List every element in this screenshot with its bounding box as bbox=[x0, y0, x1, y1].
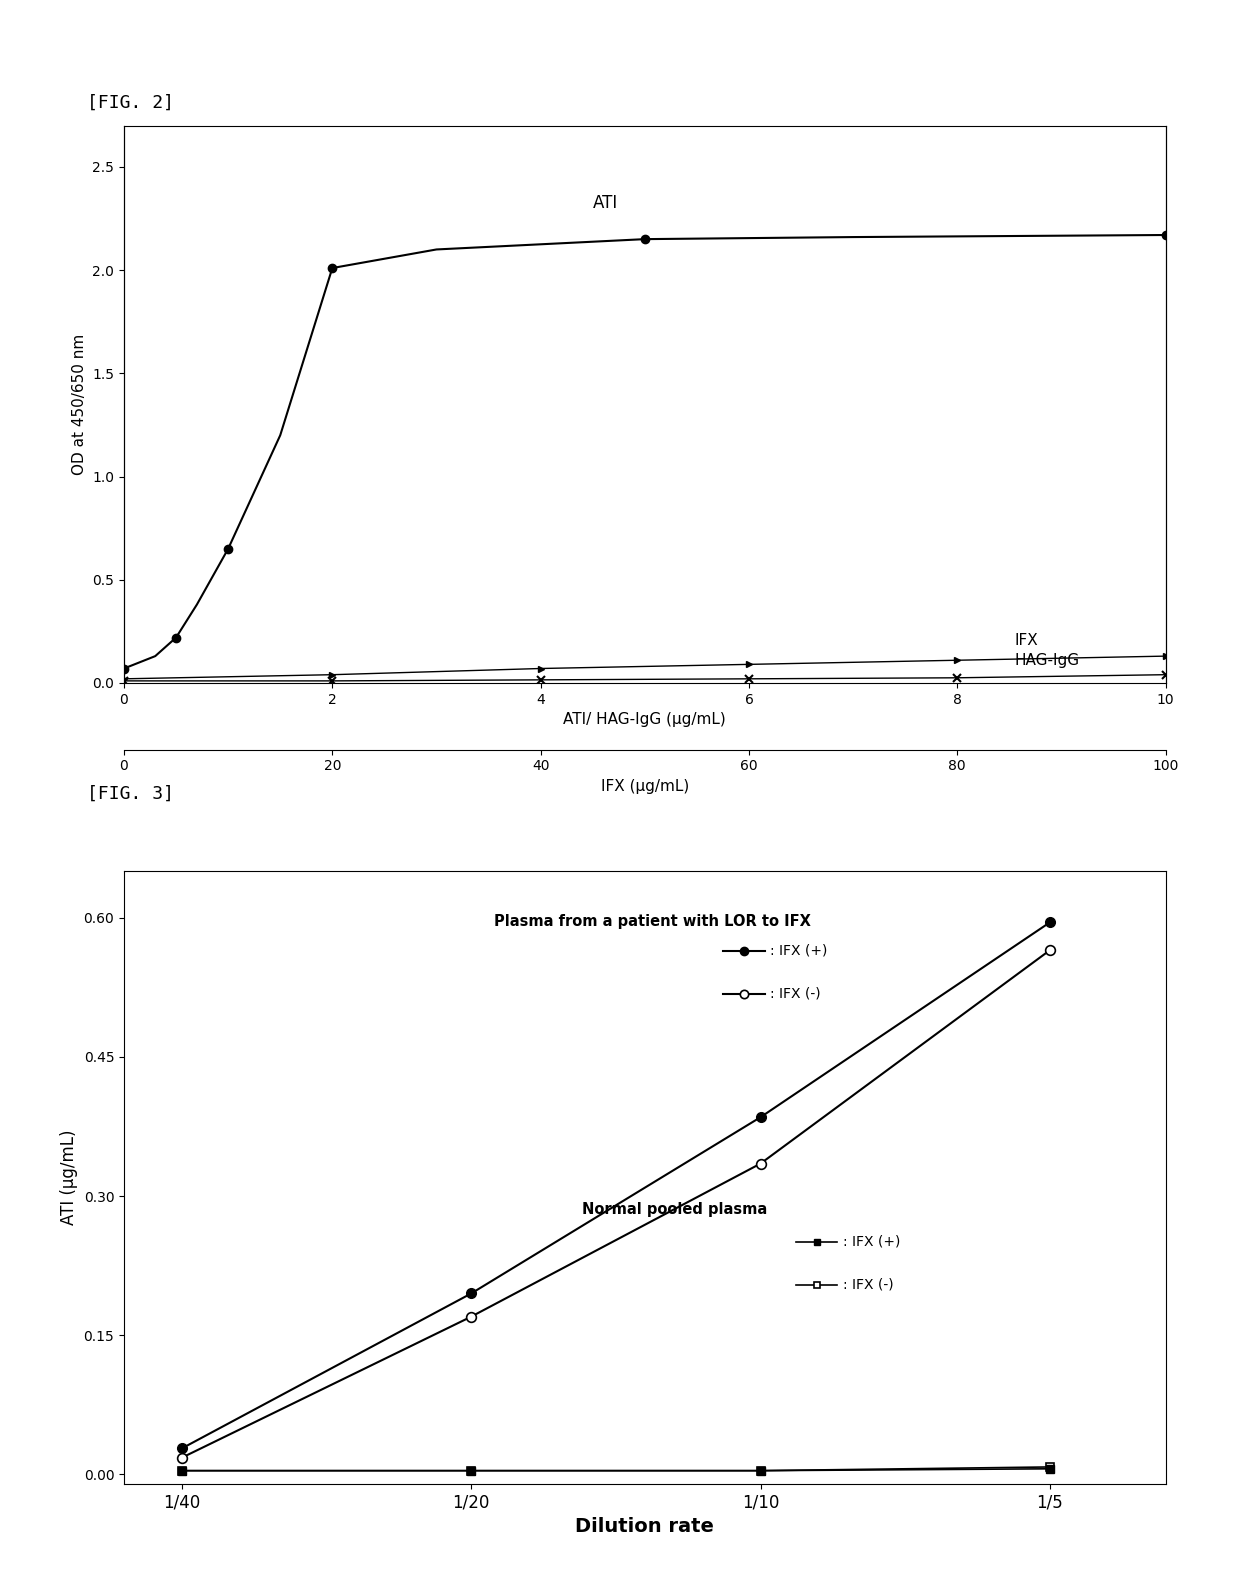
Text: Normal pooled plasma: Normal pooled plasma bbox=[583, 1203, 768, 1217]
X-axis label: IFX (μg/mL): IFX (μg/mL) bbox=[600, 779, 689, 794]
Text: : IFX (+): : IFX (+) bbox=[843, 1234, 900, 1248]
Y-axis label: ATI (μg/mL): ATI (μg/mL) bbox=[60, 1130, 78, 1225]
Text: [FIG. 2]: [FIG. 2] bbox=[87, 94, 174, 111]
Y-axis label: OD at 450/650 nm: OD at 450/650 nm bbox=[72, 334, 87, 474]
Text: [FIG. 3]: [FIG. 3] bbox=[87, 785, 174, 802]
X-axis label: ATI/ HAG-IgG (μg/mL): ATI/ HAG-IgG (μg/mL) bbox=[563, 713, 727, 727]
X-axis label: Dilution rate: Dilution rate bbox=[575, 1517, 714, 1535]
Text: HAG-IgG: HAG-IgG bbox=[1014, 653, 1080, 669]
Text: : IFX (+): : IFX (+) bbox=[770, 944, 827, 958]
Text: ATI: ATI bbox=[593, 195, 618, 212]
Text: Plasma from a patient with LOR to IFX: Plasma from a patient with LOR to IFX bbox=[494, 914, 811, 929]
Text: : IFX (-): : IFX (-) bbox=[770, 988, 821, 1000]
Text: IFX: IFX bbox=[1014, 633, 1038, 648]
Text: : IFX (-): : IFX (-) bbox=[843, 1278, 893, 1292]
